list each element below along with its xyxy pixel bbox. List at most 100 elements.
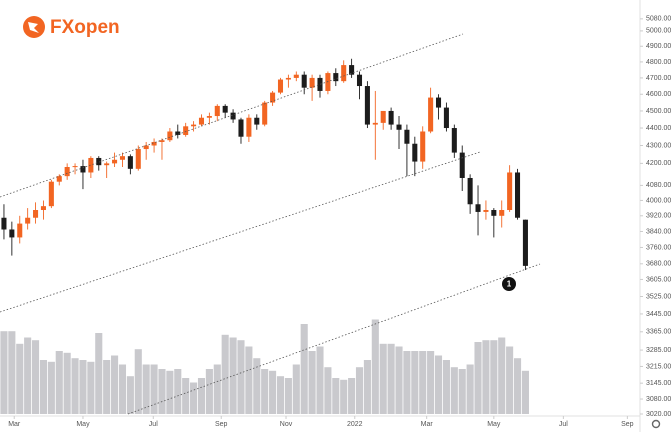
candle-body	[56, 176, 62, 182]
candle-body	[325, 73, 331, 91]
volume-bar	[308, 351, 316, 414]
y-tick-label: 3145.00	[646, 380, 671, 387]
candle-body	[364, 86, 370, 125]
annotation-marker	[502, 277, 516, 291]
y-tick-label: 4300.00	[646, 142, 671, 149]
volume-bar	[371, 319, 379, 414]
candle-body	[119, 156, 125, 160]
volume-bar	[79, 360, 87, 414]
logo-text: FXopen	[50, 17, 120, 38]
candle-layer	[1, 58, 528, 271]
volume-bar	[134, 349, 142, 414]
x-tick-label: Mar	[8, 421, 21, 428]
y-tick-label: 3605.00	[646, 276, 671, 283]
volume-bar	[16, 343, 24, 414]
candle-body	[214, 105, 220, 117]
candle-body	[515, 172, 521, 218]
candle-body	[143, 145, 149, 150]
x-tick-label: Sep	[215, 421, 228, 428]
candle-body	[88, 157, 94, 173]
y-tick-label: 5080.00	[646, 16, 671, 23]
volume-bar	[355, 367, 364, 414]
y-tick-label: 3840.00	[646, 228, 671, 235]
x-tick-label: May	[76, 421, 90, 428]
candle-body	[483, 210, 489, 212]
x-tick-label: 2022	[347, 421, 363, 428]
candle-body	[112, 159, 118, 164]
volume-bar	[63, 352, 71, 414]
y-tick-label: 3020.00	[646, 411, 671, 418]
volume-bar	[103, 360, 111, 414]
candle-body	[451, 128, 457, 153]
y-tick-label: 4800.00	[646, 59, 671, 66]
y-tick-label: 4000.00	[646, 197, 671, 204]
volume-bar	[292, 364, 300, 414]
volume-bar	[253, 358, 261, 414]
y-tick-label: 4600.00	[646, 91, 671, 98]
volume-bar	[284, 378, 292, 414]
candle-body	[72, 166, 78, 168]
y-tick-label: 3760.00	[646, 244, 671, 251]
volume-bar	[182, 378, 190, 414]
volume-layer	[0, 319, 529, 414]
volume-bar	[190, 382, 198, 414]
volume-bar	[379, 343, 387, 414]
volume-bar	[158, 369, 166, 414]
candle-body	[317, 77, 323, 91]
volume-bar	[150, 364, 158, 414]
volume-bar	[55, 351, 63, 414]
candle-body	[96, 157, 102, 166]
candle-body	[80, 166, 86, 173]
candle-body	[17, 223, 23, 238]
volume-bar	[387, 343, 395, 414]
volume-bar	[324, 367, 332, 414]
candle-body	[388, 110, 394, 125]
volume-bar	[332, 378, 340, 414]
candle-body	[64, 167, 70, 177]
volume-bar	[118, 364, 127, 414]
candle-body	[175, 131, 181, 135]
volume-bar	[521, 370, 529, 414]
trend-line	[0, 151, 481, 313]
volume-bar	[482, 340, 490, 414]
y-tick-label: 3525.00	[646, 293, 671, 300]
volume-bar	[442, 360, 450, 414]
candle-body	[246, 117, 252, 137]
candle-body	[198, 117, 205, 125]
volume-bar	[95, 333, 103, 414]
volume-bar	[363, 360, 371, 414]
candle-body	[159, 140, 165, 142]
candle-body	[507, 172, 513, 211]
volume-bar	[47, 361, 55, 414]
y-tick-label: 4080.00	[646, 182, 671, 189]
candle-body	[33, 210, 39, 218]
volume-bar	[300, 324, 308, 414]
candle-body	[25, 217, 31, 224]
volume-bar	[261, 369, 269, 414]
volume-bar	[213, 364, 221, 414]
logo-icon-mark	[28, 22, 39, 33]
candle-body	[459, 152, 465, 178]
logo: FXopen	[23, 16, 120, 38]
y-tick-label: 4400.00	[646, 125, 671, 132]
candle-body	[372, 122, 378, 125]
settings-icon[interactable]	[651, 419, 661, 429]
volume-bar	[411, 351, 419, 414]
volume-bar	[403, 351, 411, 414]
candle-body	[206, 116, 212, 118]
candle-body	[428, 97, 434, 132]
candle-body	[420, 131, 426, 162]
volume-bar	[71, 358, 79, 414]
trend-line	[127, 263, 541, 415]
volume-bar	[205, 369, 213, 414]
x-tick-label: May	[487, 421, 501, 428]
y-tick-label: 3920.00	[646, 213, 671, 220]
candle-body	[127, 156, 133, 169]
volume-bar	[197, 378, 206, 414]
candle-body	[151, 141, 157, 146]
volume-bar	[166, 370, 174, 414]
candle-body	[104, 163, 110, 166]
y-tick-label: 4500.00	[646, 108, 671, 115]
volume-bar	[142, 364, 150, 414]
x-tick-label: Jul	[149, 421, 158, 428]
